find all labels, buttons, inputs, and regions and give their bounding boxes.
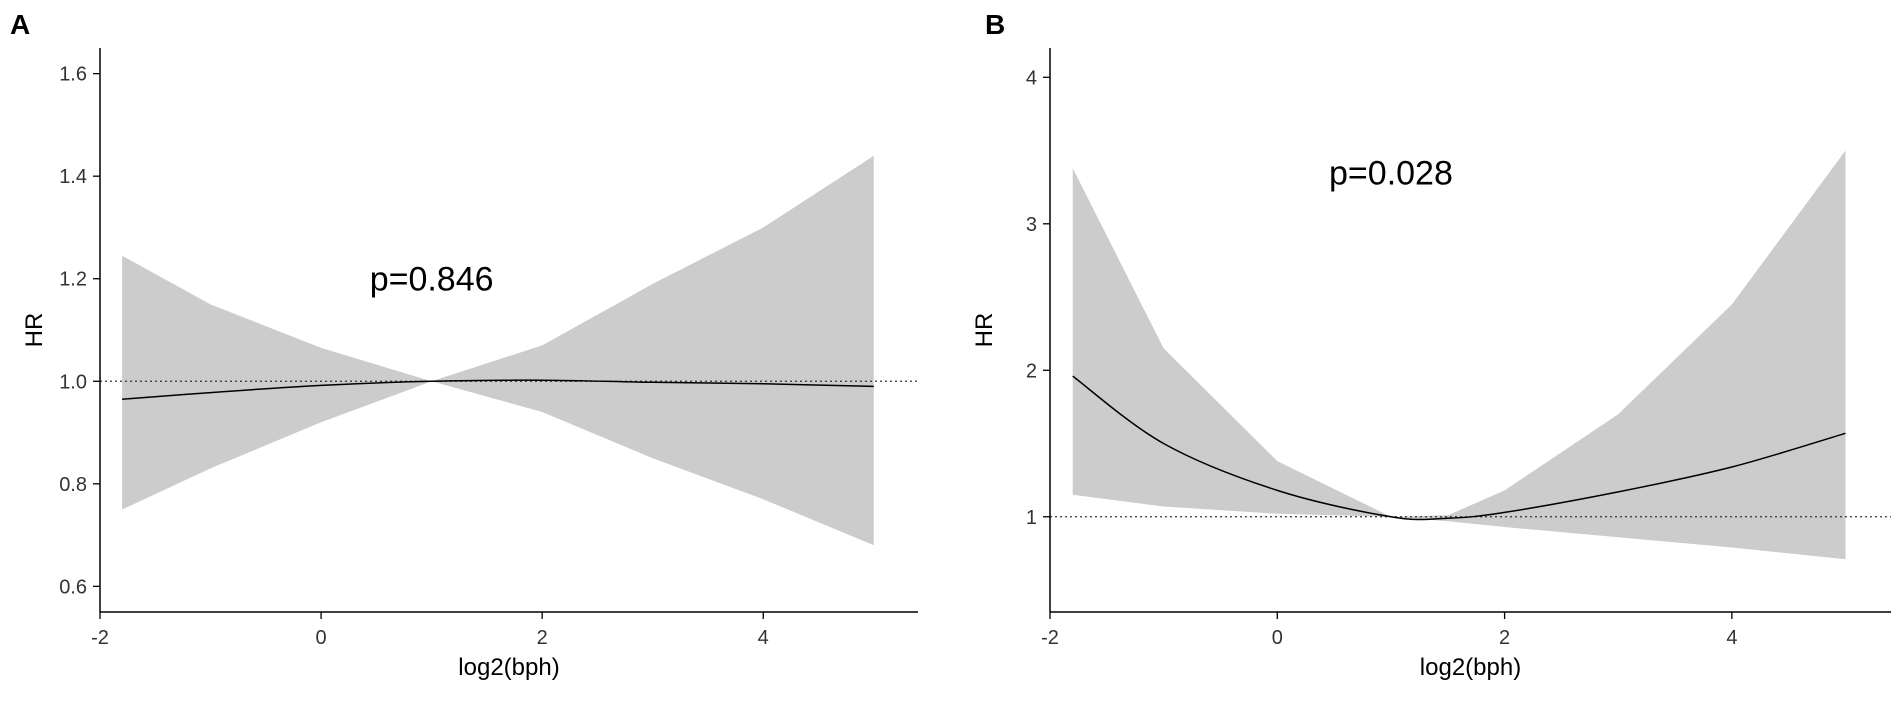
y-axis-title: HR bbox=[21, 313, 48, 348]
x-tick-label: 0 bbox=[316, 627, 327, 649]
ci-band bbox=[1072, 150, 1846, 560]
y-tick-label: 0.8 bbox=[59, 474, 87, 496]
panel-a: A 0.6 0.8 1.0 1.2 1.4 1.6 -2 0 2 4 log2(bph) HR p=0.8… bbox=[10, 9, 918, 681]
x-tick-label: -2 bbox=[1041, 627, 1059, 649]
y-tick-label: 0.6 bbox=[59, 576, 87, 598]
y-tick-label: 1.0 bbox=[59, 371, 87, 393]
y-tick-label: 2 bbox=[1026, 360, 1037, 382]
y-tick-label: 1 bbox=[1026, 507, 1037, 529]
ci-band bbox=[122, 155, 874, 546]
panel-b: B 1 2 3 4 -2 0 2 4 log2(bph) HR p=0.028 bbox=[971, 9, 1891, 681]
x-tick-label: -2 bbox=[91, 627, 109, 649]
x-axis-title: log2(bph) bbox=[458, 654, 559, 681]
y-tick-label: 3 bbox=[1026, 214, 1037, 236]
y-tick-label: 1.4 bbox=[59, 166, 87, 188]
panel-letter: A bbox=[10, 9, 30, 40]
x-tick-label: 4 bbox=[1726, 627, 1737, 649]
x-tick-label: 0 bbox=[1272, 627, 1283, 649]
y-tick-label: 4 bbox=[1026, 67, 1037, 89]
panel-letter: B bbox=[985, 9, 1005, 40]
hr-estimate-line bbox=[1072, 375, 1846, 521]
y-tick-label: 1.2 bbox=[59, 269, 87, 291]
y-tick-label: 1.6 bbox=[59, 64, 87, 86]
y-axis-title: HR bbox=[971, 313, 998, 348]
x-axis-title: log2(bph) bbox=[1420, 654, 1521, 681]
x-tick-label: 4 bbox=[758, 627, 769, 649]
p-value-annotation: p=0.028 bbox=[1329, 155, 1453, 193]
x-tick-label: 2 bbox=[537, 627, 548, 649]
p-value-annotation: p=0.846 bbox=[370, 261, 494, 299]
x-tick-label: 2 bbox=[1499, 627, 1510, 649]
hr-estimate-line bbox=[122, 379, 874, 400]
